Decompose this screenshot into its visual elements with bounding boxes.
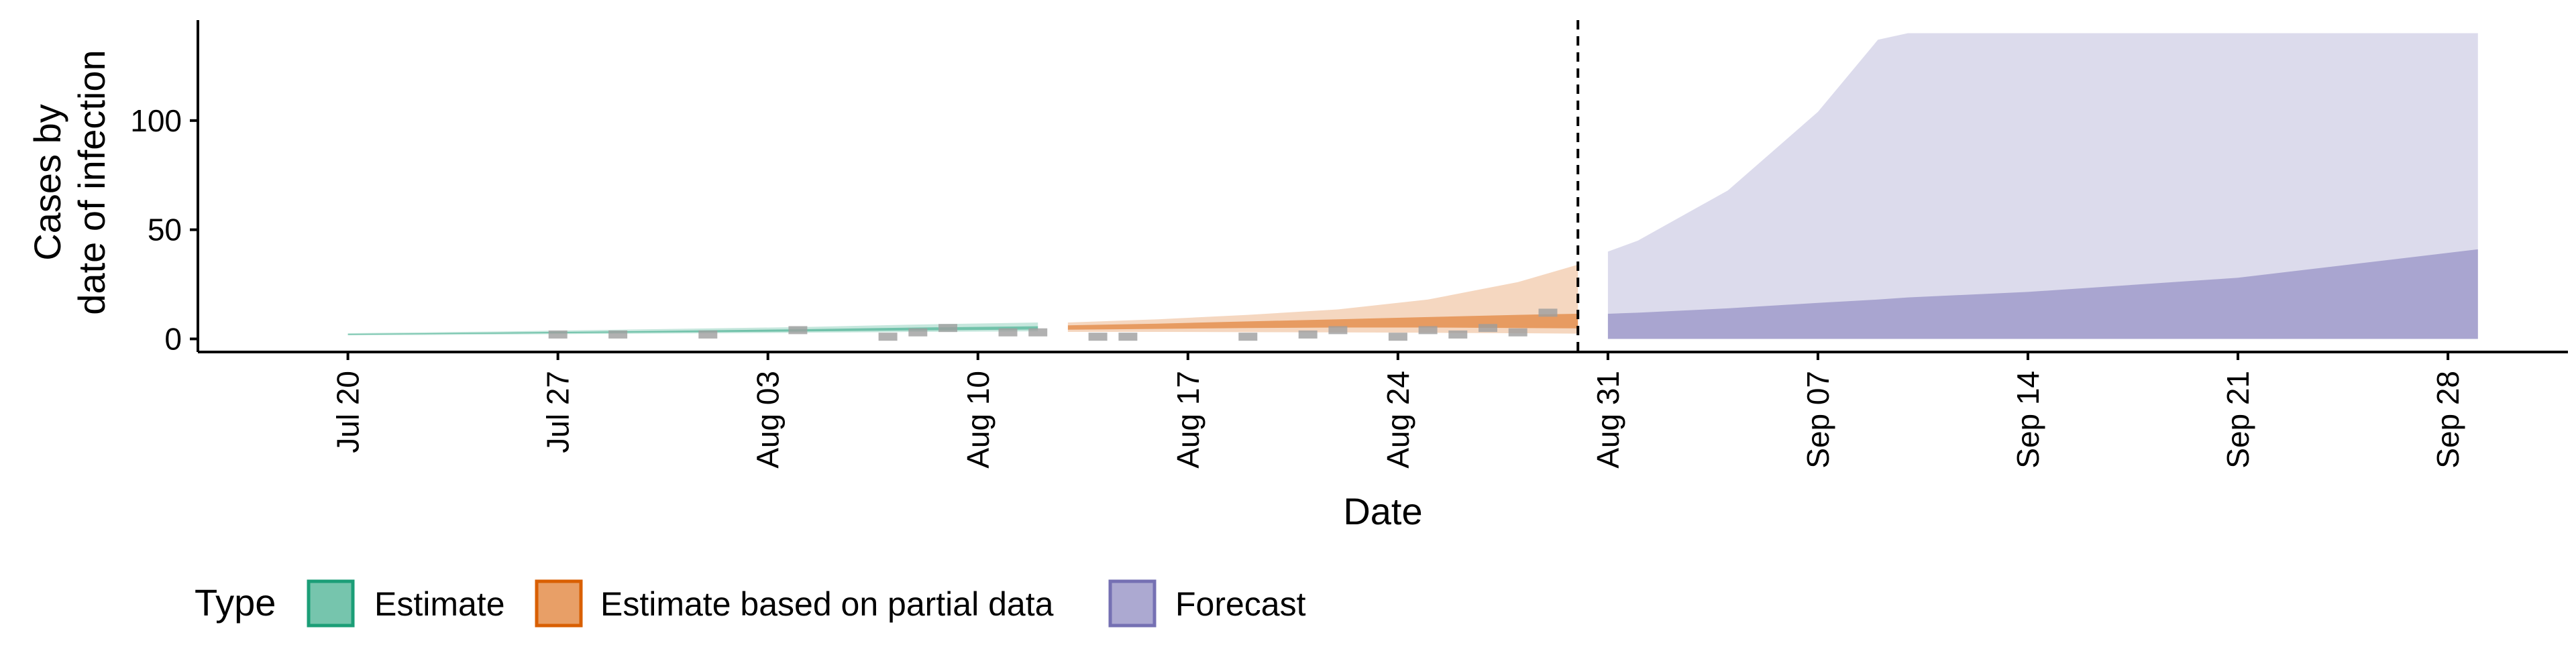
observed-case-point bbox=[1388, 333, 1407, 341]
legend-label: Estimate based on partial data bbox=[600, 585, 1054, 623]
observed-case-point bbox=[908, 328, 928, 337]
x-tick-label: Jul 20 bbox=[331, 371, 366, 453]
y-tick-label: 0 bbox=[164, 321, 182, 356]
series-forecast-outer-band bbox=[1607, 33, 2478, 339]
observed-case-point bbox=[938, 324, 957, 333]
observed-case-point bbox=[1238, 333, 1258, 341]
x-tick-label: Aug 31 bbox=[1591, 371, 1625, 469]
x-tick-label: Jul 27 bbox=[541, 371, 576, 453]
y-tick-label: 100 bbox=[130, 103, 182, 138]
legend-key-estimate bbox=[307, 579, 355, 628]
series-forecast-inner-band bbox=[1607, 249, 2478, 339]
observed-case-point bbox=[1088, 333, 1108, 341]
x-tick-label: Sep 21 bbox=[2220, 371, 2255, 469]
series-estimate-based-on-partial-data-outer-band bbox=[1067, 264, 1578, 334]
legend-label: Estimate bbox=[374, 585, 505, 623]
legend: Type Estimate Estimate based on partial da… bbox=[195, 579, 1306, 628]
observed-case-point bbox=[1118, 333, 1138, 341]
observed-case-point bbox=[698, 330, 718, 339]
y-tick-label: 50 bbox=[148, 213, 182, 247]
x-axis-title: Date bbox=[1343, 490, 1422, 532]
series-estimate-based-on-partial-data-inner-band bbox=[1067, 314, 1578, 330]
observed-case-point bbox=[1418, 326, 1438, 335]
series-estimate-inner-band bbox=[347, 326, 1038, 335]
observed-case-point bbox=[1298, 330, 1318, 339]
observed-case-point bbox=[788, 326, 808, 335]
series-estimate-outer-band bbox=[347, 322, 1038, 336]
x-tick-label: Aug 03 bbox=[751, 371, 786, 469]
observed-case-point bbox=[1538, 308, 1558, 317]
observed-case-point bbox=[1028, 328, 1048, 337]
axes-layer: 0 50 100 Jul 20 Jul 27 Aug 03 Aug 10 Aug 17 Aug … bbox=[26, 20, 2568, 532]
y-axis-title-line: date of infection bbox=[70, 50, 113, 314]
legend-key-estimate-based-on-partial-data bbox=[535, 579, 583, 628]
x-tick-label: Sep 28 bbox=[2430, 371, 2465, 469]
observed-case-point bbox=[1479, 324, 1497, 333]
observed-case-point bbox=[998, 328, 1018, 337]
x-tick-label: Aug 24 bbox=[1381, 371, 1415, 469]
observed-case-point bbox=[1328, 326, 1348, 335]
x-tick-label: Aug 10 bbox=[961, 371, 996, 469]
legend-key-forecast bbox=[1108, 579, 1157, 628]
x-tick-label: Aug 17 bbox=[1171, 371, 1205, 469]
x-tick-label: Sep 07 bbox=[1801, 371, 1835, 469]
legend-label: Forecast bbox=[1175, 585, 1306, 623]
observed-cases-layer bbox=[548, 308, 1558, 341]
y-axis-title-line: Cases by bbox=[26, 104, 68, 260]
y-axis-title: Cases bydate of infection bbox=[26, 50, 113, 314]
series-layer bbox=[347, 33, 2478, 339]
observed-case-point bbox=[1508, 328, 1527, 337]
observed-case-point bbox=[548, 330, 568, 339]
observed-case-point bbox=[1448, 330, 1468, 339]
observed-case-point bbox=[608, 330, 628, 339]
x-tick-label: Sep 14 bbox=[2010, 371, 2045, 469]
observed-case-point bbox=[878, 333, 898, 341]
legend-title: Type bbox=[195, 581, 276, 624]
